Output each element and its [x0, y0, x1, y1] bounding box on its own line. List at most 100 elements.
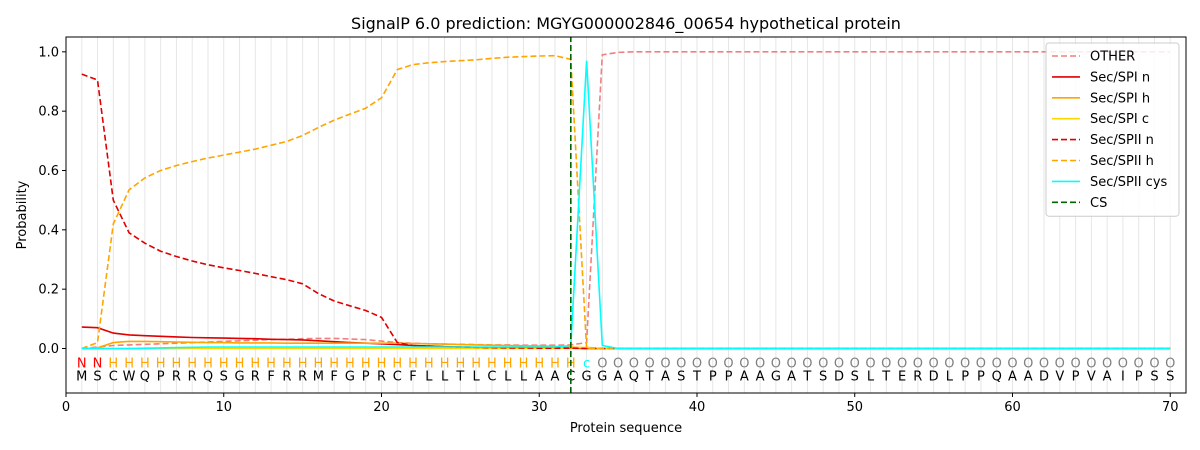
residue-label: S [677, 370, 685, 385]
residue-label: A [1103, 370, 1112, 385]
region-label: N [77, 356, 87, 371]
residue-label: R [913, 370, 922, 385]
x-tick-label: 0 [62, 400, 70, 415]
residue-label: S [93, 370, 101, 385]
region-label: O [897, 356, 907, 371]
region-label: O [850, 356, 860, 371]
legend-label: Sec/SPI h [1090, 91, 1150, 106]
residue-label: C [487, 370, 496, 385]
axis-layer: 0 10 20 30 40 50 60 70 0.0 0.2 0.4 0.6 0.8 1.0 [38, 45, 1178, 415]
residue-label: Q [203, 370, 213, 385]
region-label: H [455, 356, 465, 371]
region-label: H [377, 356, 387, 371]
residue-label: C [566, 370, 575, 385]
residue-label: R [251, 370, 260, 385]
y-tick-label: 0.4 [38, 223, 59, 238]
region-label: O [629, 356, 639, 371]
residue-label: M [76, 370, 87, 385]
series-line-sec-spi-h [81, 340, 1171, 350]
legend-label: Sec/SPII h [1090, 154, 1154, 169]
region-label: O [928, 356, 938, 371]
residue-label: V [1055, 370, 1064, 385]
residue-label: F [267, 370, 274, 385]
series-layer [81, 37, 1171, 393]
region-label: O [660, 356, 670, 371]
residue-label: G [771, 370, 781, 385]
region-label: H [392, 356, 402, 371]
region-label: O [818, 356, 828, 371]
region-label: O [1070, 356, 1080, 371]
y-tick-label: 0.6 [38, 164, 59, 179]
region-label: O [597, 356, 607, 371]
region-label: H [235, 356, 245, 371]
residue-label: W [123, 370, 136, 385]
region-label: H [487, 356, 497, 371]
residue-label: P [977, 370, 985, 385]
region-label: O [992, 356, 1002, 371]
region-label: O [676, 356, 686, 371]
y-axis-label: Probability [15, 180, 30, 249]
region-label: H [519, 356, 529, 371]
residue-label: C [109, 370, 118, 385]
residue-label: P [362, 370, 370, 385]
residue-label: T [881, 370, 890, 385]
region-label: H [329, 356, 339, 371]
residue-label: A [614, 370, 623, 385]
region-label: O [1086, 356, 1096, 371]
region-label: O [645, 356, 655, 371]
region-label: H [140, 356, 150, 371]
residue-label: R [188, 370, 197, 385]
legend-label: Sec/SPI c [1090, 112, 1149, 127]
region-label: O [739, 356, 749, 371]
residue-label: I [1121, 370, 1125, 385]
region-label: O [834, 356, 844, 371]
region-label: H [156, 356, 166, 371]
residue-label: P [157, 370, 165, 385]
region-label: H [550, 356, 560, 371]
residue-label: G [597, 370, 607, 385]
region-label: H [503, 356, 513, 371]
region-label: H [361, 356, 371, 371]
residue-label: D [834, 370, 844, 385]
y-tick-label: 0.2 [38, 283, 59, 298]
residue-label: Q [629, 370, 639, 385]
residue-label: L [504, 370, 512, 385]
residue-label: G [345, 370, 355, 385]
residue-label: P [1135, 370, 1143, 385]
region-label: O [1102, 356, 1112, 371]
region-label: O [913, 356, 923, 371]
series-line-sec-spii-h [81, 54, 1171, 350]
residue-label: L [425, 370, 433, 385]
residue-label: F [330, 370, 337, 385]
residue-label: A [1024, 370, 1033, 385]
region-label: O [1007, 356, 1017, 371]
residue-label: P [1072, 370, 1080, 385]
region-label: O [960, 356, 970, 371]
region-label: H [266, 356, 276, 371]
region-label: O [1023, 356, 1033, 371]
region-label: N [93, 356, 103, 371]
region-label: H [187, 356, 197, 371]
region-label: H [219, 356, 229, 371]
region-label: O [1149, 356, 1159, 371]
series-line-sec-spii-n [81, 73, 1171, 350]
residue-label: S [819, 370, 827, 385]
legend: OTHER Sec/SPI n Sec/SPI h Sec/SPI c Sec/SPII… [1045, 42, 1180, 217]
grid-layer [81, 37, 1171, 393]
region-label: O [1118, 356, 1128, 371]
x-tick-label: 70 [1162, 400, 1179, 415]
region-label: H [124, 356, 134, 371]
legend-label: CS [1090, 196, 1107, 211]
region-label: O [787, 356, 797, 371]
region-label: O [1134, 356, 1144, 371]
region-label: O [881, 356, 891, 371]
residue-label: E [898, 370, 906, 385]
region-label: H [250, 356, 260, 371]
sequence-layer: MNSNCHWHQHPHRHRHQHSHGHRHFHRHRHMHFHGHPHRH… [76, 356, 1175, 384]
region-label: H [534, 356, 544, 371]
residue-label: M [313, 370, 324, 385]
residue-label: P [709, 370, 717, 385]
region-label: H [172, 356, 182, 371]
residue-label: T [455, 370, 464, 385]
